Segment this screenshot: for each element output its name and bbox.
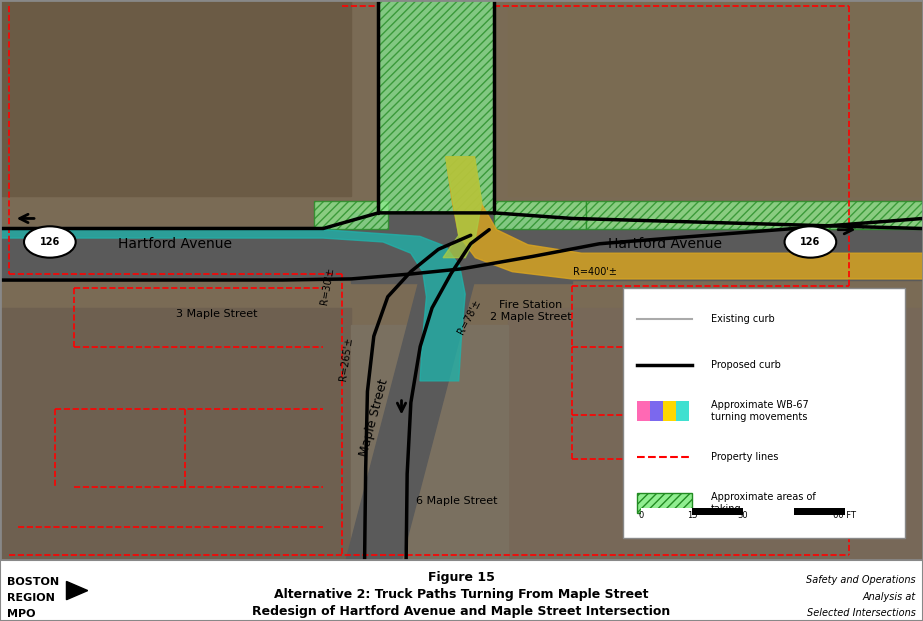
Text: 126: 126 — [800, 237, 821, 247]
Bar — [676, 401, 689, 421]
Bar — [378, 0, 494, 213]
Bar — [641, 508, 692, 515]
Bar — [508, 0, 923, 196]
Text: MPO: MPO — [7, 609, 36, 619]
Bar — [663, 401, 676, 421]
Bar — [637, 493, 692, 513]
Text: Approximate areas of
taking: Approximate areas of taking — [711, 492, 815, 514]
Bar — [378, 0, 494, 213]
Bar — [351, 325, 508, 560]
Text: Analysis at: Analysis at — [862, 592, 916, 602]
Text: Fire Station
2 Maple Street: Fire Station 2 Maple Street — [490, 300, 571, 322]
Bar — [0, 227, 923, 280]
Text: Hartford Avenue: Hartford Avenue — [118, 237, 233, 251]
Bar — [743, 508, 794, 515]
Text: Alternative 2: Truck Paths Turning From Maple Street: Alternative 2: Truck Paths Turning From … — [274, 587, 649, 601]
Text: 6 Maple Street: 6 Maple Street — [416, 496, 497, 506]
Text: R=400'±: R=400'± — [573, 266, 617, 277]
Text: 126: 126 — [40, 237, 60, 247]
Text: Figure 15: Figure 15 — [428, 571, 495, 584]
Polygon shape — [346, 277, 475, 560]
Bar — [314, 201, 388, 229]
Text: Selected Intersections: Selected Intersections — [807, 607, 916, 618]
Bar — [586, 201, 923, 229]
Bar — [637, 401, 650, 421]
Circle shape — [24, 226, 76, 258]
Text: REGION: REGION — [7, 593, 55, 603]
Polygon shape — [0, 230, 465, 381]
Text: Property lines: Property lines — [711, 452, 778, 462]
Text: Safety and Operations: Safety and Operations — [806, 575, 916, 586]
Text: R=30'±: R=30'± — [319, 266, 336, 305]
Text: 3 Maple Street: 3 Maple Street — [176, 309, 258, 319]
Text: Proposed curb: Proposed curb — [711, 360, 781, 370]
Polygon shape — [446, 157, 923, 279]
Circle shape — [785, 226, 836, 258]
Text: Existing curb: Existing curb — [711, 314, 774, 324]
Text: 30: 30 — [737, 511, 749, 520]
Polygon shape — [66, 581, 88, 600]
Bar — [641, 508, 845, 515]
Text: Hartford Avenue: Hartford Avenue — [607, 237, 722, 251]
Text: BOSTON: BOSTON — [7, 577, 59, 587]
Text: R=78'±: R=78'± — [456, 297, 482, 335]
Bar — [0, 308, 351, 560]
Bar — [650, 401, 663, 421]
FancyBboxPatch shape — [623, 289, 905, 538]
Bar — [494, 201, 586, 229]
Text: Redesign of Hartford Avenue and Maple Street Intersection: Redesign of Hartford Avenue and Maple St… — [252, 605, 671, 618]
Polygon shape — [443, 157, 482, 258]
Text: Approximate WB-67
turning movements: Approximate WB-67 turning movements — [711, 401, 809, 422]
Polygon shape — [351, 213, 572, 283]
Text: R=265'±: R=265'± — [338, 336, 354, 381]
Text: Maple Street: Maple Street — [357, 377, 390, 458]
Text: 60 FT: 60 FT — [833, 511, 856, 520]
Bar — [0, 0, 351, 196]
Text: 0: 0 — [639, 511, 644, 520]
Text: 15: 15 — [687, 511, 698, 520]
Bar — [508, 308, 923, 560]
